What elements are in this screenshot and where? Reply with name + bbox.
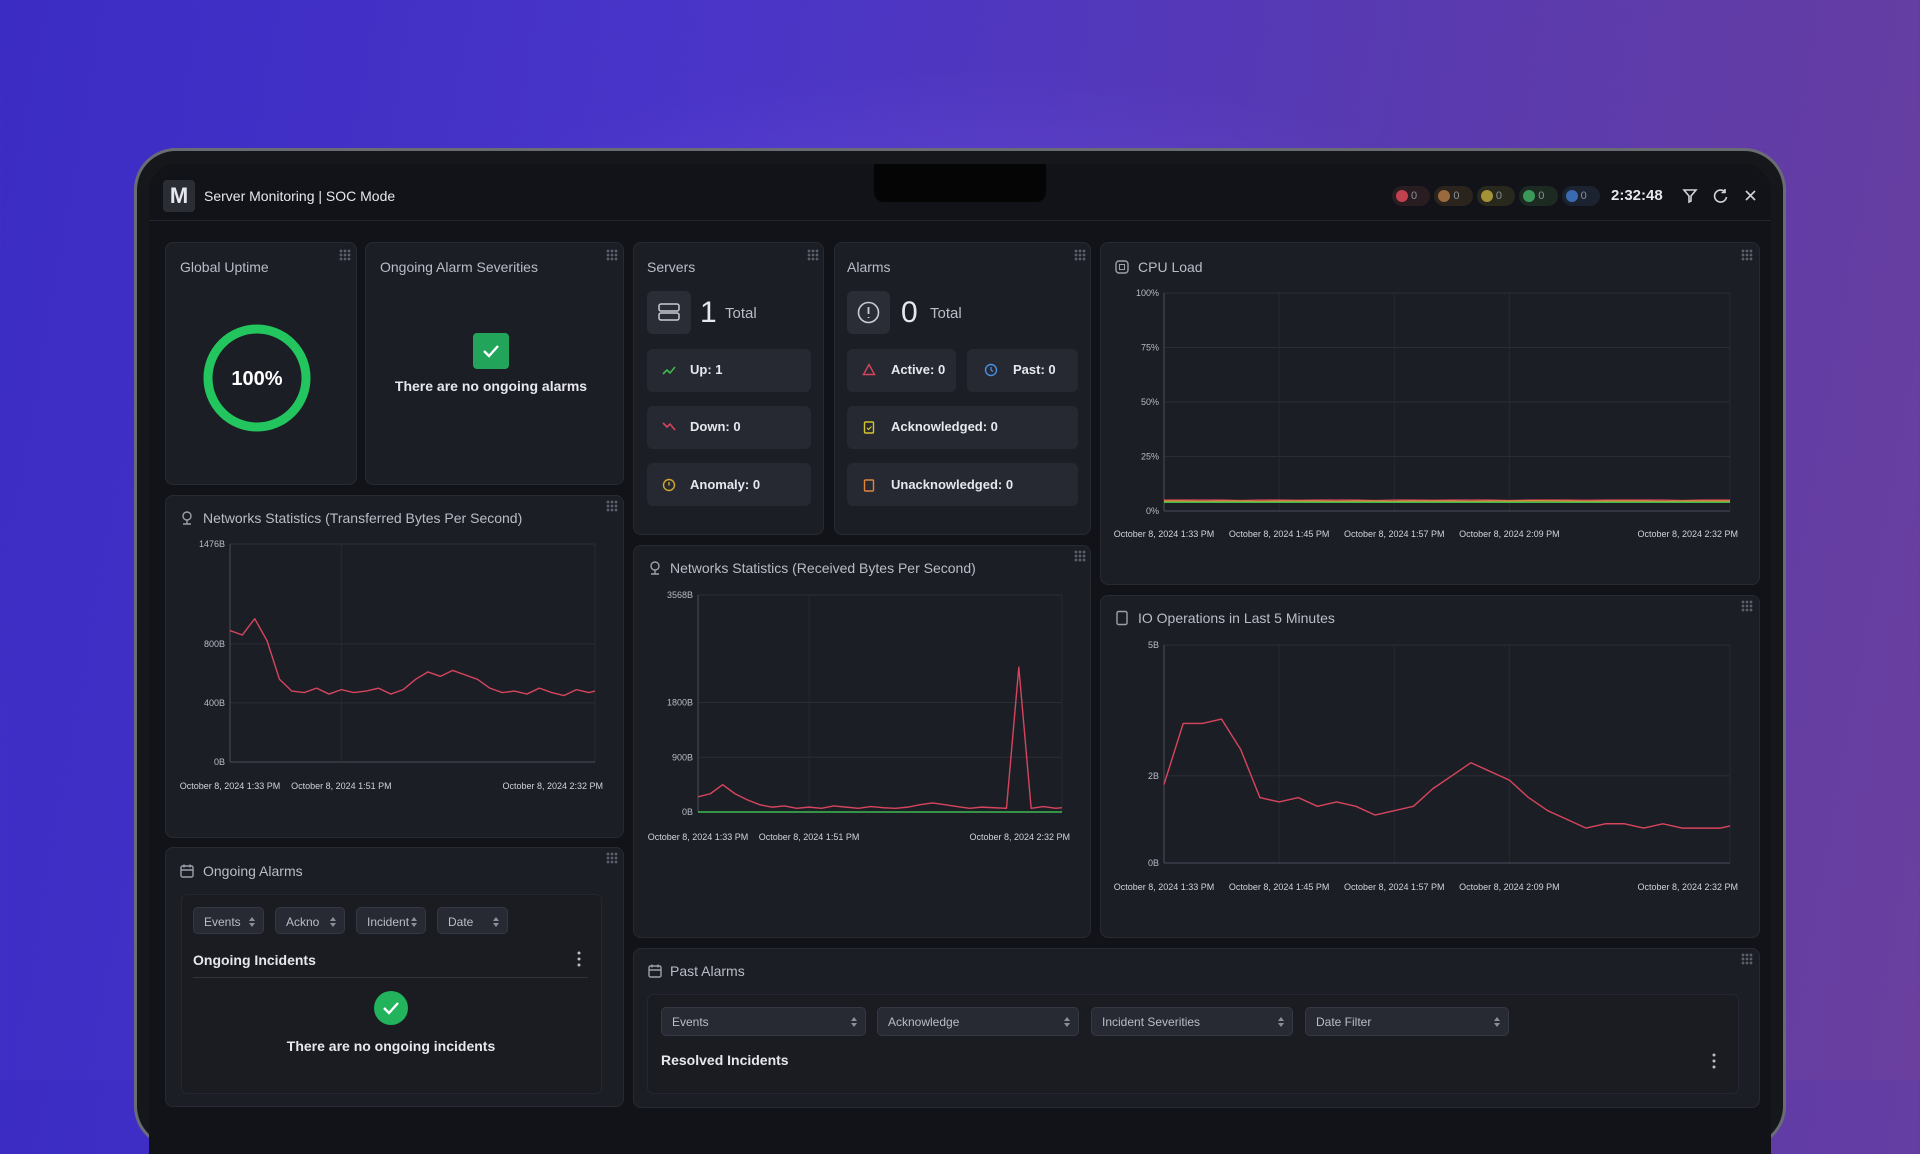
filter-icon[interactable]: [1684, 190, 1696, 202]
status-dot: [1523, 190, 1535, 202]
server-icon: [647, 291, 691, 334]
status-badge[interactable]: 0: [1477, 186, 1515, 206]
panel-title: Ongoing Alarms: [203, 863, 303, 879]
stat-label: Past: 0: [1013, 362, 1056, 378]
status-count: 0: [1538, 190, 1544, 202]
drag-handle[interactable]: [606, 500, 618, 512]
transferred-panel: [165, 495, 624, 838]
section-title: Resolved Incidents: [661, 1052, 789, 1068]
status-count: 0: [1496, 190, 1502, 202]
page: M Server Monitoring | SOC Mode 0 0 0 0 0…: [0, 0, 1920, 1080]
status-count: 0: [1453, 190, 1459, 202]
down-icon: [662, 420, 676, 434]
network-icon: [179, 510, 195, 526]
network-icon: [647, 560, 663, 576]
chart-title: IO Operations in Last 5 Minutes: [1138, 610, 1335, 626]
unacknowledged-icon: [862, 478, 876, 492]
stat-label: Down: 0: [690, 419, 741, 435]
header-icons: [1680, 186, 1760, 206]
drag-handle[interactable]: [606, 249, 618, 261]
stat-label: Up: 1: [690, 362, 723, 378]
check-badge: [473, 333, 509, 369]
status-dot: [1396, 190, 1408, 202]
total-count: 0: [901, 298, 918, 328]
stat-label: Unacknowledged: 0: [891, 477, 1013, 493]
status-badges: 0 0 0 0 0: [1392, 186, 1600, 206]
status-badge[interactable]: 0: [1392, 186, 1430, 206]
alarm-icon: [847, 291, 890, 334]
filter-select[interactable]: Date: [437, 907, 508, 934]
stat-label: Acknowledged: 0: [891, 419, 998, 435]
clock: 2:32:48: [1611, 188, 1663, 204]
empty-message: There are no ongoing alarms: [371, 378, 611, 394]
kebab-menu[interactable]: [574, 950, 584, 968]
status-dot: [1438, 190, 1450, 202]
camera-notch: [874, 164, 1046, 202]
total-label: Total: [930, 306, 962, 322]
chart-title: Networks Statistics (Received Bytes Per …: [670, 560, 976, 576]
received-panel: [633, 545, 1091, 938]
empty-message: There are no ongoing incidents: [241, 1038, 541, 1054]
total-label: Total: [725, 306, 757, 322]
date-filter[interactable]: Date Filter: [1305, 1007, 1509, 1036]
acknowledged-icon: [862, 420, 876, 434]
past-icon: [984, 363, 998, 377]
filter-select[interactable]: Incident Severities: [1091, 1007, 1293, 1036]
up-icon: [662, 363, 676, 377]
filter-select[interactable]: Ackno: [275, 907, 345, 934]
stat-label: Active: 0: [891, 362, 945, 378]
calendar-icon: [647, 963, 663, 979]
panel-title: Ongoing Alarm Severities: [380, 259, 538, 275]
drag-handle[interactable]: [339, 249, 351, 261]
panel-title: Alarms: [847, 259, 891, 275]
filter-select[interactable]: Incident: [356, 907, 426, 934]
panel-title: Global Uptime: [180, 259, 269, 275]
status-count: 0: [1581, 190, 1587, 202]
drag-handle[interactable]: [1741, 600, 1753, 612]
io-icon: [1114, 610, 1130, 626]
filter-select[interactable]: Events: [661, 1007, 866, 1036]
filter-select[interactable]: Acknowledge: [877, 1007, 1079, 1036]
kebab-menu[interactable]: [1709, 1052, 1719, 1070]
drag-handle[interactable]: [606, 852, 618, 864]
close-icon[interactable]: [1746, 191, 1755, 200]
anomaly-icon: [662, 478, 676, 492]
total-count: 1: [700, 298, 717, 328]
panel-title: Past Alarms: [670, 963, 745, 979]
cpu-panel: [1100, 242, 1760, 585]
cpu-icon: [1114, 259, 1130, 275]
drag-handle[interactable]: [1741, 953, 1753, 965]
logo[interactable]: M: [163, 180, 195, 212]
section-title: Ongoing Incidents: [193, 952, 316, 968]
refresh-icon[interactable]: [1715, 189, 1727, 202]
status-dot: [1481, 190, 1493, 202]
drag-handle[interactable]: [1074, 249, 1086, 261]
global-uptime-panel: [165, 242, 357, 485]
check-circle: [374, 991, 408, 1025]
status-badge[interactable]: 0: [1434, 186, 1472, 206]
panel-title: Servers: [647, 259, 695, 275]
status-badge[interactable]: 0: [1519, 186, 1557, 206]
app-title: Server Monitoring | SOC Mode: [204, 188, 395, 204]
header-divider: [149, 220, 1771, 221]
io-panel: [1100, 595, 1760, 938]
status-badge[interactable]: 0: [1562, 186, 1600, 206]
stat-label: Anomaly: 0: [690, 477, 760, 493]
drag-handle[interactable]: [1741, 249, 1753, 261]
drag-handle[interactable]: [1074, 550, 1086, 562]
chart-title: CPU Load: [1138, 259, 1203, 275]
calendar-icon: [179, 863, 195, 879]
filter-select[interactable]: Events: [193, 907, 264, 934]
divider: [193, 977, 588, 978]
drag-handle[interactable]: [807, 249, 819, 261]
chart-title: Networks Statistics (Transferred Bytes P…: [203, 510, 522, 526]
status-dot: [1566, 190, 1578, 202]
status-count: 0: [1411, 190, 1417, 202]
active-icon: [862, 363, 876, 377]
